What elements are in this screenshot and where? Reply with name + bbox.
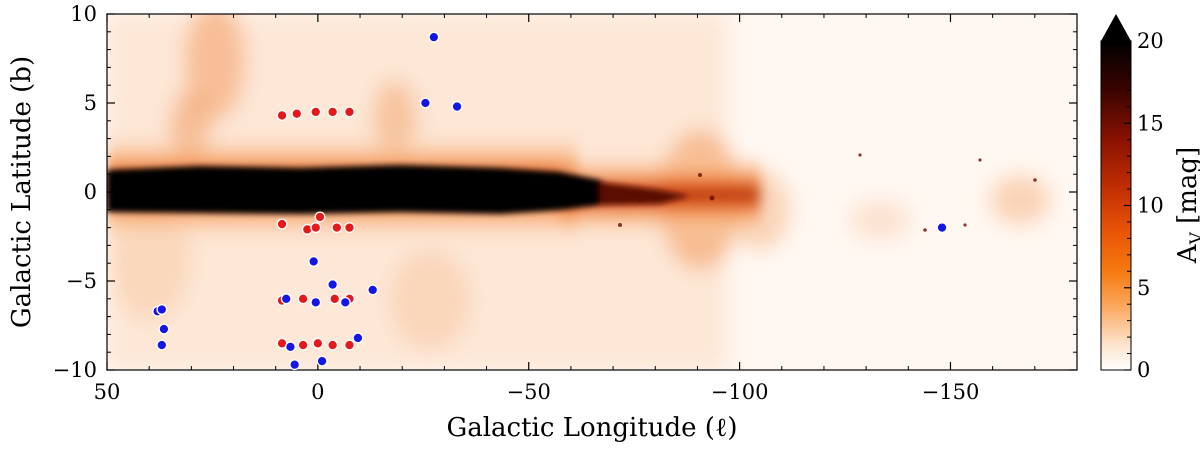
blue-point (428, 31, 440, 43)
y-tick-label: 0 (84, 180, 97, 204)
x-tick-label: 0 (311, 380, 324, 404)
red-point (276, 218, 288, 230)
red-point (344, 106, 355, 118)
red-point (327, 106, 339, 118)
red-point (310, 222, 322, 234)
colorbar-tick-label: 0 (1137, 358, 1150, 382)
blue-point (156, 304, 168, 315)
colorbar-tick-label: 10 (1137, 194, 1164, 218)
colorbar: 0 5 10 15 20 AV [mag] (1100, 14, 1200, 382)
x-tick-label: −50 (507, 380, 551, 404)
colorbar-label: AV [mag] (1173, 147, 1200, 264)
red-point (344, 222, 355, 234)
red-point (297, 339, 309, 351)
red-point (297, 293, 309, 305)
data-points (152, 31, 948, 371)
blue-point (280, 293, 292, 305)
red-point (331, 222, 343, 234)
x-tick-label: 50 (94, 380, 121, 404)
blue-point (158, 323, 170, 335)
blue-point (936, 222, 948, 234)
red-point (314, 211, 326, 223)
y-tick-label: −10 (53, 358, 97, 382)
red-point (344, 339, 355, 351)
y-tick-label: 5 (84, 91, 97, 115)
red-point (312, 337, 324, 349)
x-axis-ticks: 50 0 −50 −100 −150 (94, 14, 1078, 404)
blue-point (156, 339, 168, 351)
y-tick-label: 10 (70, 2, 97, 26)
red-point (327, 339, 339, 351)
y-axis-ticks: −10 −5 0 5 10 (53, 2, 1077, 382)
x-axis-label: Galactic Longitude (ℓ) (446, 413, 737, 443)
y-axis-label: Galactic Latitude (b) (7, 56, 37, 328)
colorbar-tick-label: 5 (1137, 276, 1150, 300)
blue-point (289, 359, 301, 371)
colorbar-tick-label: 15 (1137, 111, 1164, 135)
x-tick-label: −150 (922, 380, 980, 404)
red-point (276, 110, 288, 121)
x-tick-label: −100 (711, 380, 769, 404)
red-point (329, 293, 341, 305)
red-point (291, 108, 303, 120)
blue-point (310, 296, 322, 308)
blue-point (367, 284, 379, 296)
blue-point (308, 255, 320, 267)
colorbar-tick-label: 20 (1137, 29, 1164, 53)
colorbar-extend-arrow (1101, 14, 1131, 41)
blue-point (339, 296, 351, 308)
blue-point (316, 355, 328, 367)
colorbar-ticks: 0 5 10 15 20 (1124, 29, 1164, 382)
blue-point (352, 332, 364, 344)
blue-point (419, 97, 431, 109)
y-tick-label: −5 (66, 269, 97, 293)
blue-point (327, 279, 339, 291)
red-point (310, 106, 322, 118)
blue-point (285, 341, 296, 353)
extinction-heatmap (107, 14, 1077, 370)
blue-point (451, 101, 463, 113)
